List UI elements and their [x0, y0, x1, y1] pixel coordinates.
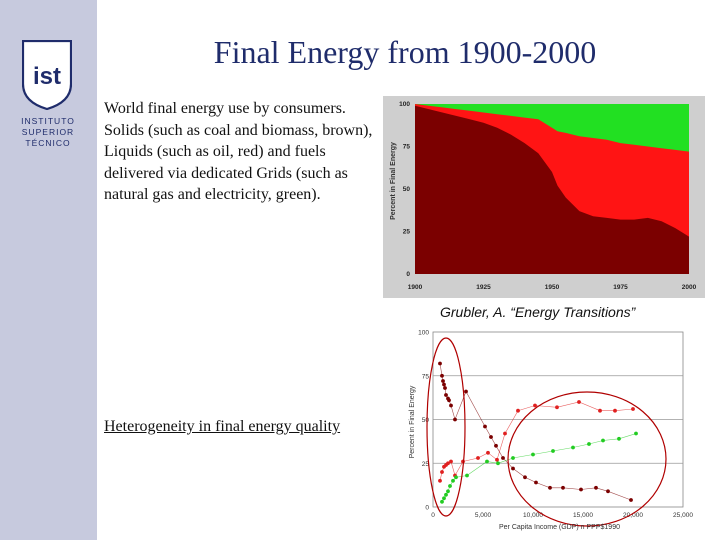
area-chart: 1900 1925 1950 1975 2000 0 25 50 75 100 Percent i… — [383, 96, 705, 298]
scatter-point — [577, 400, 581, 404]
scatter-point — [464, 389, 468, 394]
scatter-point — [440, 470, 444, 474]
scatter-point — [598, 408, 602, 413]
scatter-y-tick-label: 100 — [418, 330, 429, 337]
scatter-point — [496, 461, 500, 466]
scatter-point — [444, 393, 448, 397]
scatter-point — [486, 450, 490, 455]
scatter-x-tick-label: 0 — [431, 512, 435, 519]
scatter-point — [446, 489, 450, 494]
scatter-point — [444, 492, 448, 497]
scatter-point — [447, 398, 451, 403]
area-x-tick-label: 1925 — [476, 284, 491, 291]
area-y-tick-label: 50 — [403, 186, 411, 193]
logo-line-3: TÉCNICO — [25, 138, 71, 148]
scatter-y-axis-label: Percent in Final Energy — [409, 385, 416, 458]
scatter-point — [571, 445, 575, 450]
scatter-point — [495, 457, 499, 462]
scatter-point — [587, 442, 591, 446]
scatter-plot — [438, 361, 638, 504]
scatter-chart: 0 25 50 75 100 0 5,000 10,000 15,000 20,000 25,000… — [409, 330, 693, 532]
scatter-point — [561, 485, 565, 490]
area-y-tick-label: 25 — [403, 229, 411, 236]
scatter-x-tick-label: 25,000 — [673, 512, 693, 519]
scatter-point — [579, 487, 583, 492]
area-x-tick-label: 1900 — [408, 284, 423, 291]
scatter-point — [511, 456, 515, 460]
scatter-point — [454, 475, 458, 480]
scatter-y-tick-label: 50 — [422, 417, 430, 424]
low-income-highlight-ellipse — [426, 337, 466, 517]
scatter-point — [440, 499, 444, 504]
scatter-point — [594, 485, 598, 490]
high-income-highlight-ellipse — [507, 391, 667, 527]
scatter-y-tick-label: 75 — [422, 373, 430, 380]
scatter-point — [483, 424, 487, 429]
scatter-x-tick-label: 20,000 — [623, 512, 643, 519]
scatter-point — [494, 443, 498, 448]
scatter-point — [511, 466, 515, 471]
scatter-point — [548, 485, 552, 490]
scatter-point — [501, 456, 505, 460]
scatter-point — [629, 498, 633, 502]
scatter-point — [446, 461, 450, 466]
area-y-tick-label: 75 — [403, 144, 411, 151]
scatter-point — [440, 373, 444, 378]
scatter-point — [606, 489, 610, 494]
scatter-point — [438, 478, 442, 483]
scatter-point — [617, 436, 621, 441]
scatter-x-tick-label: 10,000 — [523, 512, 543, 519]
scatter-point — [442, 496, 446, 501]
area-x-tick-label: 1975 — [613, 284, 628, 291]
slide-title: Final Energy from 1900-2000 — [213, 34, 597, 70]
ist-logo-icon: ist — [22, 40, 72, 110]
solids-area — [415, 105, 689, 274]
scatter-grid: 0 25 50 75 100 0 5,000 10,000 15,000 20,000 25,000 — [418, 330, 693, 520]
area-y-tick-label: 100 — [399, 101, 410, 108]
area-y-axis-label: Percent in Final Energy — [390, 142, 397, 220]
source-credit: Grubler, A. “Energy Transitions” — [440, 304, 636, 320]
scatter-point — [476, 456, 480, 460]
sidebar: ist INSTITUTO SUPERIOR TÉCNICO — [0, 0, 97, 540]
scatter-point — [531, 452, 535, 457]
scatter-point — [442, 382, 446, 387]
scatter-x-tick-label: 5,000 — [475, 512, 492, 519]
scatter-point — [448, 484, 452, 488]
scatter-point — [523, 475, 527, 480]
scatter-y-tick-label: 0 — [425, 505, 429, 512]
scatter-point — [453, 417, 457, 422]
scatter-point — [443, 386, 447, 390]
scatter-x-axis-label: Per Capita Income (GDP) n PPP$1990 — [499, 524, 620, 531]
logo-shield-icon — [22, 40, 72, 110]
scatter-point — [489, 435, 493, 439]
scatter-point — [533, 403, 537, 408]
scatter-point — [551, 449, 555, 453]
scatter-point — [451, 478, 455, 483]
logo-line-2: SUPERIOR — [21, 127, 75, 137]
logo-mark: ist — [33, 63, 61, 90]
area-x-tick-label: 1950 — [545, 284, 560, 291]
scatter-x-tick-label: 15,000 — [573, 512, 593, 519]
scatter-point — [438, 361, 442, 366]
logo-line-1: INSTITUTO — [21, 116, 75, 126]
chart-description: World final energy use by consumers. Sol… — [104, 100, 373, 204]
area-x-tick-label: 2000 — [682, 284, 697, 291]
scatter-y-tick-label: 25 — [422, 461, 430, 468]
scatter-point — [613, 408, 617, 413]
scatter-point — [555, 405, 559, 410]
scatter-point — [516, 408, 520, 413]
scatter-point — [631, 407, 635, 411]
scatter-point — [465, 473, 469, 478]
scatter-point — [449, 403, 453, 408]
scatter-point — [503, 431, 507, 436]
scatter-point — [485, 459, 489, 464]
scatter-point — [601, 438, 605, 443]
scatter-point — [449, 459, 453, 464]
area-plot: 1900 1925 1950 1975 2000 0 25 50 75 100 — [399, 101, 696, 291]
area-y-tick-label: 0 — [406, 271, 410, 278]
scatter-point — [534, 480, 538, 485]
heterogeneity-link[interactable]: Heterogeneity in final energy quality — [104, 418, 341, 435]
scatter-point — [441, 379, 445, 383]
scatter-point — [634, 431, 638, 436]
